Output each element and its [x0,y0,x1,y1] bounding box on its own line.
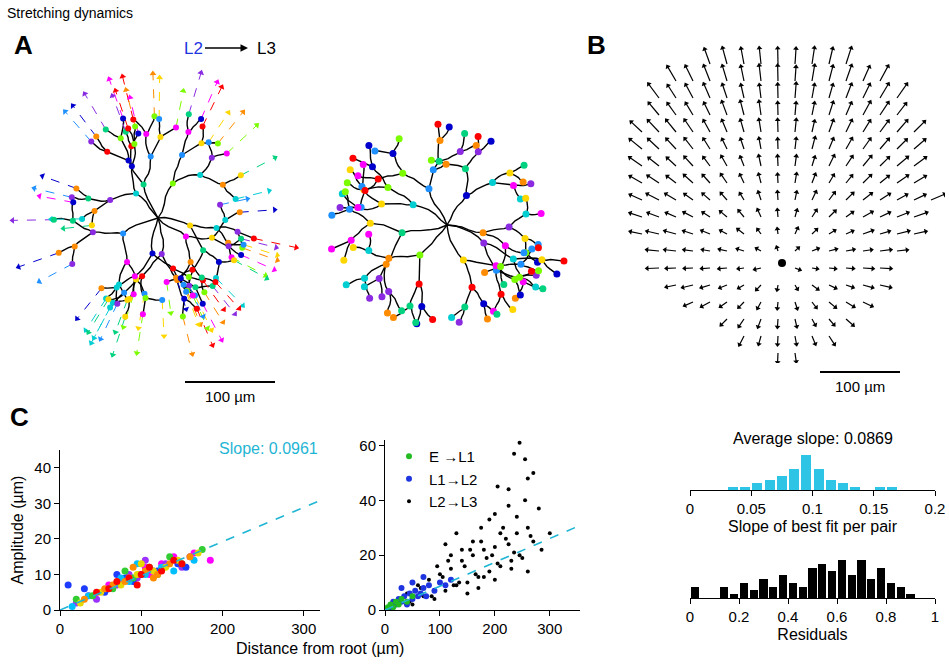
svg-text:L2: L2 [184,39,203,58]
svg-text:20: 20 [359,546,376,563]
svg-text:Residuals: Residuals [777,626,847,643]
svg-text:20: 20 [34,530,51,547]
svg-text:200: 200 [210,620,235,637]
svg-text:1: 1 [931,608,939,625]
svg-text:0.05: 0.05 [737,500,766,517]
svg-text:E →L1: E →L1 [429,448,475,465]
svg-text:200: 200 [482,620,507,637]
svg-text:0.8: 0.8 [876,608,897,625]
svg-text:60: 60 [359,437,376,454]
svg-text:0: 0 [381,620,389,637]
svg-text:L1→L2: L1→L2 [429,471,477,488]
svg-text:Distance from root (µm): Distance from root (µm) [236,640,404,657]
svg-text:100: 100 [427,620,452,637]
svg-text:100 µm: 100 µm [835,378,885,395]
svg-text:0: 0 [686,500,694,517]
svg-text:A: A [14,30,33,60]
svg-text:B: B [587,30,606,60]
svg-text:0.15: 0.15 [859,500,888,517]
svg-text:0: 0 [368,601,376,618]
svg-text:300: 300 [291,620,316,637]
svg-text:0: 0 [43,601,51,618]
svg-text:Average slope: 0.0869: Average slope: 0.0869 [733,430,893,447]
svg-text:0: 0 [686,608,694,625]
svg-text:100 µm: 100 µm [205,388,255,405]
svg-text:40: 40 [359,492,376,509]
svg-text:100: 100 [129,620,154,637]
svg-text:0: 0 [56,620,64,637]
svg-text:Stretching dynamics: Stretching dynamics [7,5,133,21]
svg-text:0.4: 0.4 [778,608,799,625]
svg-text:L3: L3 [257,39,276,58]
svg-text:Amplitude (µm): Amplitude (µm) [9,476,26,585]
svg-text:0.1: 0.1 [802,500,823,517]
svg-text:10: 10 [34,566,51,583]
svg-text:Slope of best fit per pair: Slope of best fit per pair [728,518,898,535]
svg-text:0.2: 0.2 [729,608,750,625]
svg-text:300: 300 [537,620,562,637]
svg-text:L2→L3: L2→L3 [429,493,477,510]
svg-text:Slope: 0.0961: Slope: 0.0961 [219,440,318,457]
svg-text:0.6: 0.6 [827,608,848,625]
svg-text:40: 40 [34,459,51,476]
svg-text:30: 30 [34,495,51,512]
svg-text:0.2: 0.2 [925,500,946,517]
svg-text:C: C [10,402,29,432]
